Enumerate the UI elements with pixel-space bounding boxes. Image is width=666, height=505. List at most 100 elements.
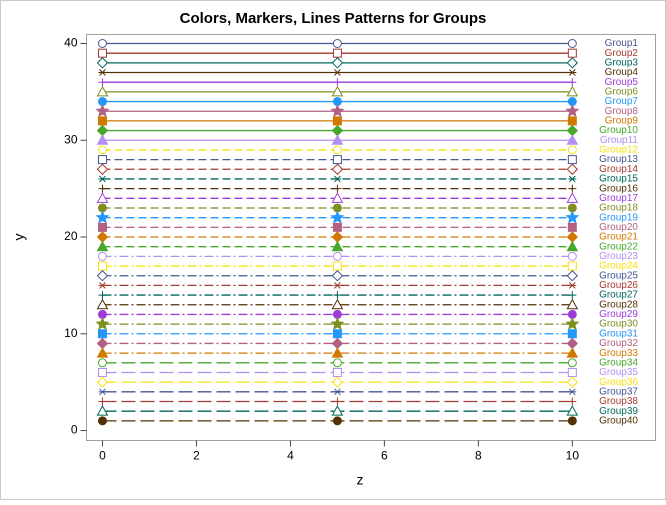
legend-label: Group6 [605, 87, 639, 98]
marker [331, 240, 344, 252]
marker [330, 210, 345, 224]
marker [566, 85, 579, 97]
marker [332, 329, 342, 339]
legend-label: Group23 [599, 251, 638, 262]
marker [567, 116, 577, 126]
x-tick-label: 0 [99, 449, 106, 463]
legend-label: Group34 [599, 357, 638, 368]
marker [96, 85, 109, 97]
marker [333, 291, 342, 300]
legend-label: Group15 [599, 174, 638, 185]
marker [333, 388, 342, 396]
legend-label: Group35 [599, 367, 638, 378]
legend-label: Group1 [605, 38, 639, 49]
marker [98, 291, 107, 300]
y-tick-label: 10 [64, 326, 78, 340]
legend-label: Group36 [599, 377, 638, 388]
marker [331, 270, 344, 282]
marker [332, 145, 342, 155]
marker [333, 184, 342, 193]
marker [330, 316, 345, 331]
marker [567, 416, 577, 426]
marker [565, 210, 580, 224]
legend-label: Group33 [599, 348, 638, 359]
marker [568, 282, 577, 289]
marker [331, 57, 344, 69]
marker [567, 367, 577, 377]
marker [96, 270, 109, 282]
marker [332, 367, 342, 377]
marker [98, 184, 107, 193]
marker [96, 298, 109, 310]
legend-label: Group4 [605, 67, 639, 78]
marker [567, 145, 577, 155]
legend-label: Group2 [605, 48, 639, 59]
marker [98, 78, 107, 87]
x-tick-label: 2 [193, 449, 200, 463]
marker [96, 376, 109, 388]
legend-label: Group29 [599, 309, 638, 320]
legend-label: Group39 [599, 406, 638, 417]
marker [97, 38, 107, 48]
marker [96, 347, 109, 358]
legend-label: Group31 [599, 328, 638, 339]
marker [95, 210, 110, 224]
legend-label: Group19 [599, 212, 638, 223]
marker [331, 405, 344, 416]
marker [98, 388, 107, 396]
marker [331, 163, 344, 175]
marker [96, 240, 109, 252]
x-tick-label: 8 [475, 449, 482, 463]
legend-label: Group7 [605, 96, 639, 107]
marker [566, 192, 579, 203]
marker [566, 270, 579, 282]
marker [568, 397, 577, 406]
marker [97, 261, 107, 271]
marker [97, 155, 107, 165]
marker [333, 69, 342, 76]
legend-label: Group8 [605, 106, 639, 117]
y-tick-label: 30 [64, 132, 78, 146]
marker [97, 145, 107, 155]
marker [333, 175, 342, 183]
marker [333, 397, 342, 406]
marker [96, 57, 109, 69]
x-axis-label: z [357, 472, 364, 488]
marker [332, 222, 342, 232]
x-tick-label: 10 [566, 449, 580, 463]
marker [567, 155, 577, 165]
marker [567, 222, 577, 232]
marker [333, 282, 342, 289]
legend-label: Group21 [599, 232, 638, 243]
legend-label: Group11 [600, 135, 639, 146]
legend-label: Group40 [599, 415, 638, 426]
marker [97, 251, 107, 261]
marker [566, 347, 579, 358]
marker [97, 116, 107, 126]
chart-title: Colors, Markers, Lines Patterns for Grou… [180, 10, 487, 27]
marker [567, 48, 577, 58]
marker [97, 329, 107, 339]
marker [331, 298, 344, 310]
marker [332, 155, 342, 165]
marker [565, 316, 580, 331]
marker [98, 175, 107, 183]
marker [331, 347, 344, 358]
legend-label: Group24 [599, 261, 638, 272]
marker [95, 316, 110, 331]
legend-label: Group26 [599, 280, 638, 291]
legend-label: Group20 [599, 222, 638, 233]
y-axis-label: y [11, 234, 27, 241]
marker [331, 192, 344, 203]
y-tick-label: 20 [64, 229, 78, 243]
y-tick-label: 0 [71, 423, 78, 437]
legend-label: Group17 [599, 193, 638, 204]
marker [568, 175, 577, 183]
legend-label: Group9 [605, 116, 639, 127]
legend-label: Group25 [599, 270, 638, 281]
marker [568, 388, 577, 396]
marker [332, 358, 342, 368]
marker [567, 329, 577, 339]
legend-label: Group10 [599, 125, 638, 136]
